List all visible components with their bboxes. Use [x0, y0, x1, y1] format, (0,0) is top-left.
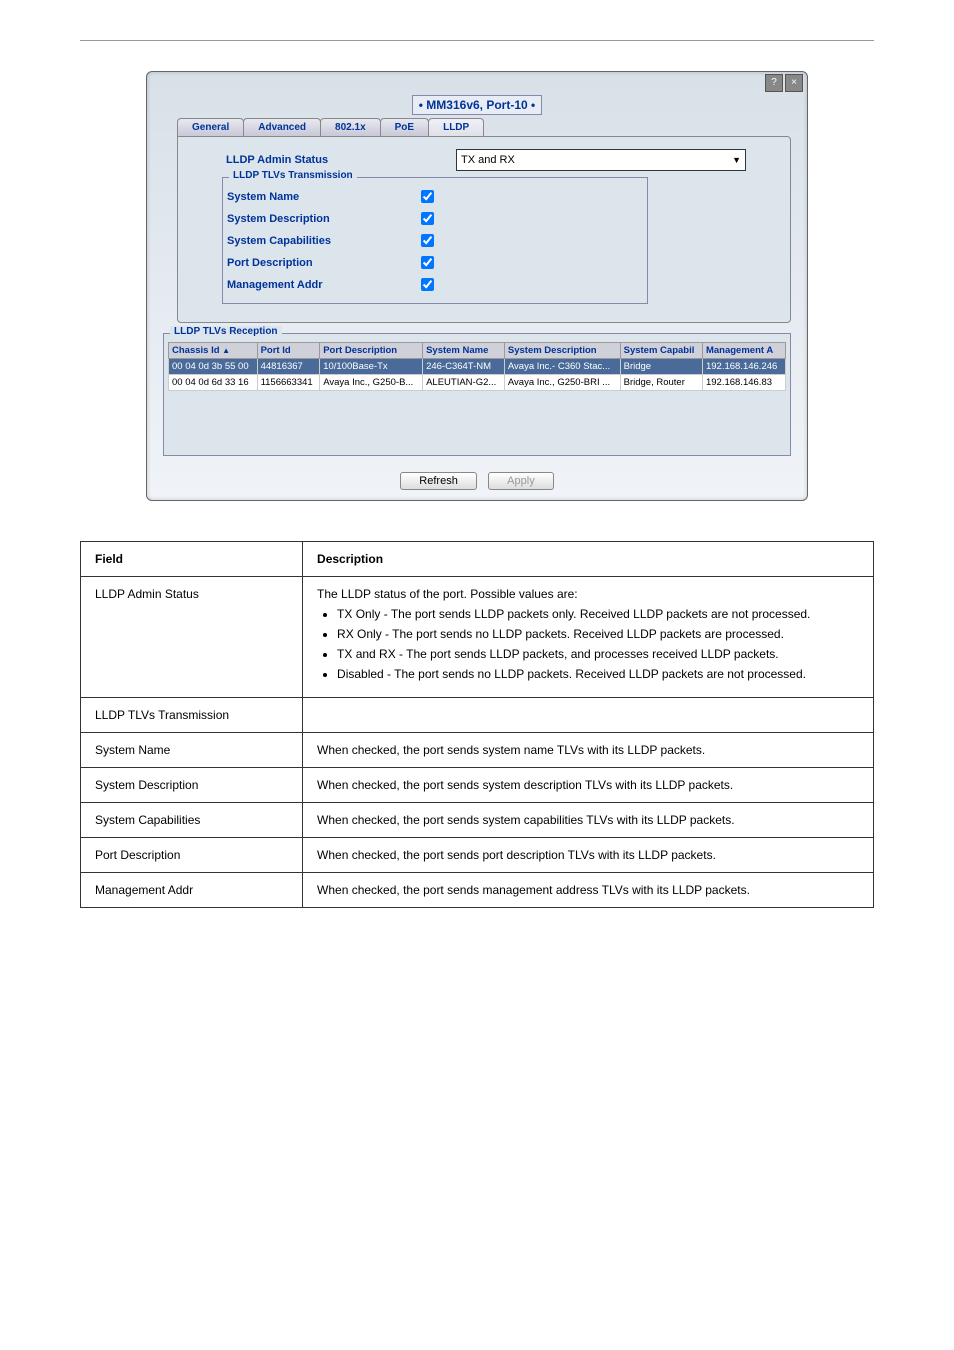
port-description-checkbox[interactable]	[421, 256, 434, 269]
admin-status-value: TX and RX	[461, 154, 515, 166]
doc-row: System Name When checked, the port sends…	[81, 733, 874, 768]
doc-row: LLDP Admin Status The LLDP status of the…	[81, 577, 874, 698]
lldp-dialog: ? × • MM316v6, Port-10 • General Advance…	[146, 71, 808, 501]
tab-general[interactable]: General	[177, 118, 244, 136]
admin-status-label: LLDP Admin Status	[186, 154, 456, 166]
doc-col-description: Description	[303, 542, 874, 577]
doc-col-field: Field	[81, 542, 303, 577]
doc-row: System Description When checked, the por…	[81, 768, 874, 803]
system-description-checkbox[interactable]	[421, 212, 434, 225]
tlvs-reception-panel: LLDP TLVs Reception Chassis Id ▲ Port Id…	[163, 333, 791, 456]
tlvs-reception-legend: LLDP TLVs Reception	[170, 326, 282, 337]
tab-802-1x[interactable]: 802.1x	[320, 118, 381, 136]
col-system-description[interactable]: System Description	[504, 343, 620, 359]
list-item: RX Only - The port sends no LLDP packets…	[337, 627, 859, 641]
table-row[interactable]: 00 04 0d 3b 55 00 44816367 10/100Base-Tx…	[169, 359, 786, 375]
list-item: TX and RX - The port sends LLDP packets,…	[337, 647, 859, 661]
col-port-description[interactable]: Port Description	[320, 343, 423, 359]
refresh-button[interactable]: Refresh	[400, 472, 477, 490]
lldp-panel: LLDP Admin Status TX and RX ▼ LLDP TLVs …	[177, 136, 791, 323]
port-description-label: Port Description	[223, 257, 417, 269]
col-management-address[interactable]: Management A	[702, 343, 785, 359]
list-item: Disabled - The port sends no LLDP packet…	[337, 667, 859, 681]
button-row: Refresh Apply	[147, 464, 807, 500]
system-capabilities-checkbox[interactable]	[421, 234, 434, 247]
col-system-capabilities[interactable]: System Capabil	[620, 343, 702, 359]
col-system-name[interactable]: System Name	[423, 343, 505, 359]
management-addr-label: Management Addr	[223, 279, 417, 291]
tab-lldp[interactable]: LLDP	[428, 118, 484, 136]
port-title-text: • MM316v6, Port-10 •	[412, 95, 542, 115]
doc-fields-table: Field Description LLDP Admin Status The …	[80, 541, 874, 908]
management-addr-checkbox[interactable]	[421, 278, 434, 291]
system-name-label: System Name	[223, 191, 417, 203]
doc-row: Management Addr When checked, the port s…	[81, 873, 874, 908]
list-item: TX Only - The port sends LLDP packets on…	[337, 607, 859, 621]
sort-asc-icon: ▲	[222, 346, 230, 355]
apply-button[interactable]: Apply	[488, 472, 554, 490]
tlvs-tx-fieldset: LLDP TLVs Transmission System Name Syste…	[222, 177, 648, 304]
table-row[interactable]: 00 04 0d 6d 33 16 1156663341 Avaya Inc.,…	[169, 375, 786, 391]
system-description-label: System Description	[223, 213, 417, 225]
table-spacer	[168, 391, 786, 451]
tab-poe[interactable]: PoE	[380, 118, 429, 136]
help-icon[interactable]: ?	[765, 74, 783, 92]
doc-row: System Capabilities When checked, the po…	[81, 803, 874, 838]
divider	[80, 40, 874, 41]
chevron-down-icon: ▼	[732, 155, 741, 165]
close-icon[interactable]: ×	[785, 74, 803, 92]
doc-row: LLDP TLVs Transmission	[81, 698, 874, 733]
bullet-list: TX Only - The port sends LLDP packets on…	[317, 607, 859, 681]
port-title: • MM316v6, Port-10 •	[147, 98, 807, 112]
doc-row: Port Description When checked, the port …	[81, 838, 874, 873]
admin-status-dropdown[interactable]: TX and RX ▼	[456, 149, 746, 171]
tab-advanced[interactable]: Advanced	[243, 118, 321, 136]
col-port-id[interactable]: Port Id	[257, 343, 320, 359]
system-name-checkbox[interactable]	[421, 190, 434, 203]
col-chassis-id[interactable]: Chassis Id ▲	[169, 343, 258, 359]
reception-table: Chassis Id ▲ Port Id Port Description Sy…	[168, 342, 786, 391]
tab-bar: General Advanced 802.1x PoE LLDP	[177, 118, 807, 136]
titlebar: ? ×	[147, 72, 807, 94]
tlvs-tx-legend: LLDP TLVs Transmission	[229, 170, 357, 181]
system-capabilities-label: System Capabilities	[223, 235, 417, 247]
